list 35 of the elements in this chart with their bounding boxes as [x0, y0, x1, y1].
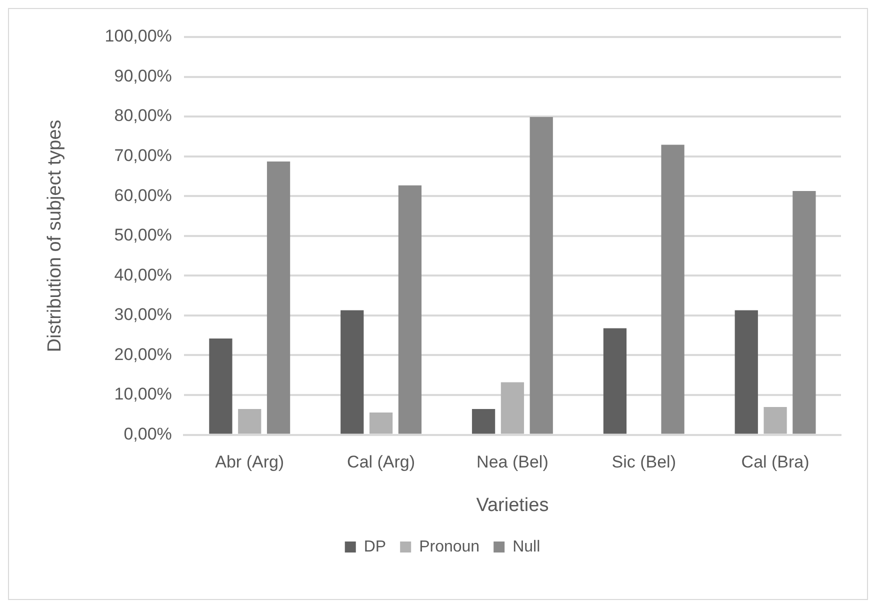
- bar: [398, 185, 422, 434]
- legend-label: DP: [364, 538, 386, 556]
- bar: [266, 162, 290, 434]
- x-tick-label: Sic (Bel): [612, 452, 676, 472]
- y-tick-label: 10,00%: [114, 384, 172, 404]
- x-axis-title: Varieties: [476, 494, 549, 516]
- bar: [603, 328, 627, 434]
- y-tick-label: 70,00%: [114, 146, 172, 166]
- bar: [764, 406, 787, 434]
- y-tick-label: 90,00%: [114, 66, 172, 86]
- y-tick-label: 30,00%: [114, 305, 172, 324]
- y-tick-label: 50,00%: [114, 226, 172, 245]
- bar: [340, 310, 364, 434]
- x-tick-label: Abr (Arg): [215, 452, 284, 472]
- y-axis-title: Distribution of subject types: [44, 120, 66, 352]
- bar: [792, 190, 816, 434]
- bar: [500, 382, 524, 434]
- bar: [369, 412, 393, 434]
- y-tick-label: 60,00%: [114, 186, 172, 205]
- bar: [238, 408, 262, 434]
- bar: [734, 310, 758, 434]
- legend-label: Pronoun: [419, 538, 480, 556]
- y-tick-label: 20,00%: [114, 344, 172, 364]
- x-tick-label: Cal (Arg): [347, 452, 416, 472]
- y-tick-label: 100,00%: [104, 26, 172, 46]
- x-tick-label: Cal (Bra): [741, 452, 810, 472]
- bar: [530, 116, 553, 434]
- bar: [209, 338, 232, 434]
- bar: [472, 408, 496, 434]
- y-tick-label: 80,00%: [114, 106, 172, 126]
- y-tick-label: 40,00%: [114, 265, 172, 284]
- y-tick-label: 0,00%: [124, 424, 172, 444]
- legend-label: Null: [512, 538, 540, 556]
- x-tick-label: Nea (Bel): [476, 452, 548, 472]
- bar: [661, 144, 684, 434]
